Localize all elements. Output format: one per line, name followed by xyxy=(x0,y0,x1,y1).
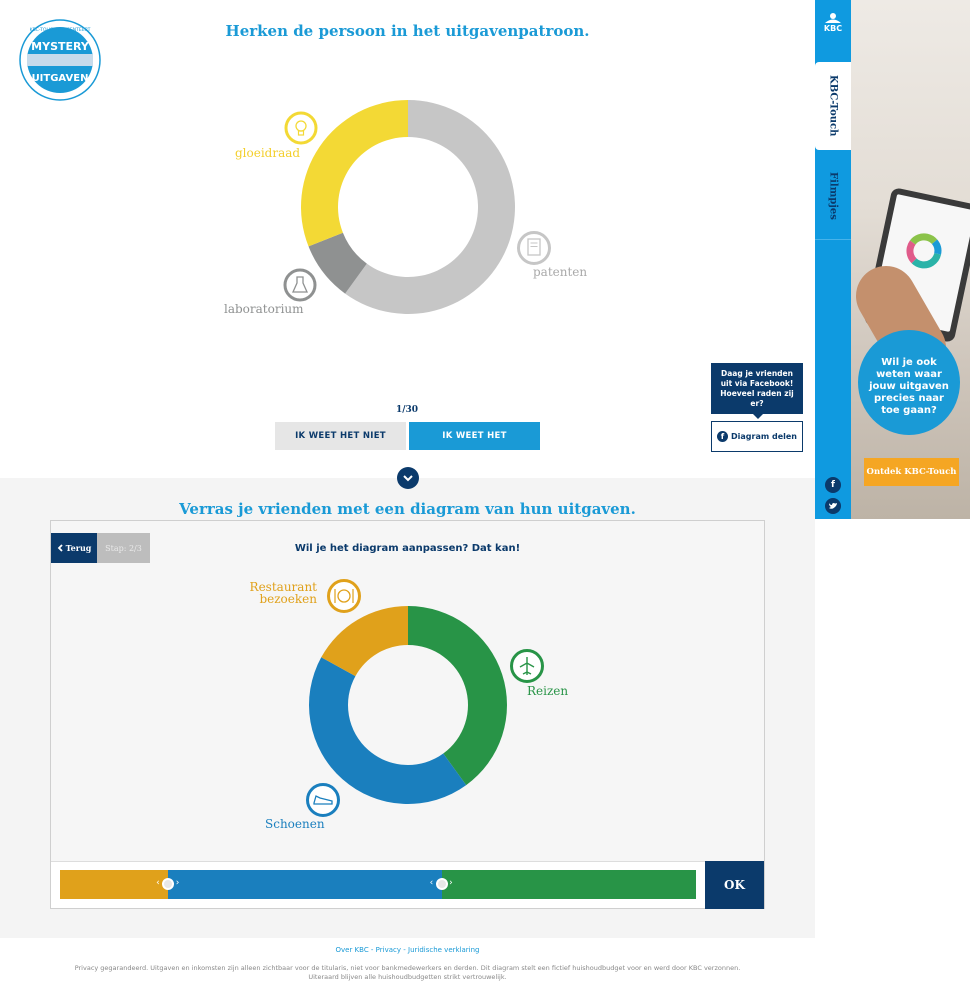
back-label: Terug xyxy=(65,543,92,553)
maker-donut-slice-schoenen xyxy=(309,657,467,804)
tablet-image xyxy=(863,186,970,344)
maker-question: Wil je het diagram aanpassen? Dat kan! xyxy=(294,543,521,554)
know-button[interactable]: IK WEET HET xyxy=(409,422,540,450)
maker-panel: Terug Stap: 2/3 Wil je het diagram aanpa… xyxy=(50,520,765,909)
facebook-icon: f xyxy=(717,431,728,442)
svg-text:KBC-TOUCH PRESENTEERT: KBC-TOUCH PRESENTEERT xyxy=(30,27,91,33)
lightbulb-icon xyxy=(284,111,318,145)
plate-cutlery-icon xyxy=(327,579,361,613)
quiz-donut-slice-laboratorium xyxy=(308,232,367,294)
kbc-ad-banner[interactable]: Wil je ook weten waar jouw uitgaven prec… xyxy=(851,0,970,519)
twitter-icon[interactable] xyxy=(825,498,841,514)
quiz-title: Herken de persoon in het uitgavenpatroon… xyxy=(225,22,590,40)
back-button[interactable]: Terug xyxy=(51,533,97,563)
quiz-section: KBC-TOUCH PRESENTEERT MYSTERY UITGAVEN H… xyxy=(0,0,815,478)
maker-donut-chart xyxy=(309,606,507,804)
step-indicator: Stap: 2/3 xyxy=(97,533,150,563)
label-gloeidraad: gloeidraad xyxy=(235,146,301,160)
tab-kbc-touch[interactable]: KBC-Touch xyxy=(815,62,851,150)
slider-handle[interactable] xyxy=(162,878,175,890)
ok-button[interactable]: OK xyxy=(705,861,764,909)
ad-speech-bubble: Wil je ook weten waar jouw uitgaven prec… xyxy=(858,330,960,435)
label-restaurant: Restaurant bezoeken xyxy=(249,580,317,606)
svg-text:MYSTERY: MYSTERY xyxy=(31,40,90,53)
tab-filmpjes-label: Filmpjes xyxy=(827,171,839,220)
label-schoenen: Schoenen xyxy=(265,817,325,831)
label-reizen: Reizen xyxy=(527,684,569,698)
document-icon xyxy=(517,231,551,265)
slider-handle[interactable] xyxy=(435,878,448,890)
kbc-sidebar: KBC KBC-Touch Filmpjes f xyxy=(815,0,851,519)
chevron-down-icon xyxy=(403,475,413,482)
slider-segment-schoenen: ‹› xyxy=(168,870,453,899)
maker-donut-slice-reizen xyxy=(408,606,507,786)
dont-know-button[interactable]: IK WEET HET NIET xyxy=(275,422,406,450)
footer-links[interactable]: Over KBC - Privacy - Juridische verklari… xyxy=(335,946,480,954)
scroll-down-button[interactable] xyxy=(397,467,419,489)
chevron-left-icon xyxy=(57,544,63,552)
tab-kbc-touch-label: KBC-Touch xyxy=(827,75,839,137)
label-laboratorium: laboratorium xyxy=(224,302,304,316)
footer-line1: Privacy gegarandeerd. Uitgaven en inkoms… xyxy=(74,964,741,972)
question-counter: 1/30 xyxy=(395,405,419,415)
discover-kbc-touch-button[interactable]: Ontdek KBC-Touch xyxy=(864,458,959,486)
maker-donut-slice-restaurant-bezoeken xyxy=(321,606,408,677)
mystery-uitgaven-logo[interactable]: KBC-TOUCH PRESENTEERT MYSTERY UITGAVEN xyxy=(18,18,102,102)
tablet-donut-icon xyxy=(906,233,942,269)
facebook-icon[interactable]: f xyxy=(825,477,841,493)
footer-line2: Uiteraard blijven alle huishoudbudgetten… xyxy=(308,972,507,981)
quiz-donut-slice-patenten xyxy=(345,100,515,314)
quiz-donut-chart xyxy=(301,100,515,314)
flask-icon xyxy=(283,268,317,302)
shoe-icon xyxy=(306,783,340,817)
footer: Over KBC - Privacy - Juridische verklari… xyxy=(0,938,815,1000)
tooltip-arrow xyxy=(753,414,763,419)
kbc-logo-icon xyxy=(825,12,841,23)
share-diagram-button[interactable]: f Diagram delen xyxy=(711,421,803,452)
quiz-donut-slice-gloeidraad xyxy=(301,100,408,247)
svg-text:UITGAVEN: UITGAVEN xyxy=(32,73,89,84)
slider-segment-reizen xyxy=(441,870,696,899)
kbc-logo[interactable]: KBC xyxy=(815,8,851,36)
maker-title: Verras je vrienden met een diagram van h… xyxy=(179,500,636,518)
diagram-maker-section: Verras je vrienden met een diagram van h… xyxy=(0,478,815,938)
kbc-logo-text: KBC xyxy=(823,23,843,33)
label-patenten: patenten xyxy=(533,265,588,279)
tab-filmpjes[interactable]: Filmpjes xyxy=(815,152,851,240)
slider-segment-restaurant-bezoeken: ‹› xyxy=(60,870,179,899)
share-tooltip: Daag je vrienden uit via Facebook! Hoeve… xyxy=(711,363,803,414)
share-diagram-label: Diagram delen xyxy=(731,432,797,441)
footer-disclaimer: Privacy gegarandeerd. Uitgaven en inkoms… xyxy=(60,964,755,981)
airplane-icon xyxy=(510,649,544,683)
budget-slider[interactable]: ‹› ‹› xyxy=(60,870,696,899)
